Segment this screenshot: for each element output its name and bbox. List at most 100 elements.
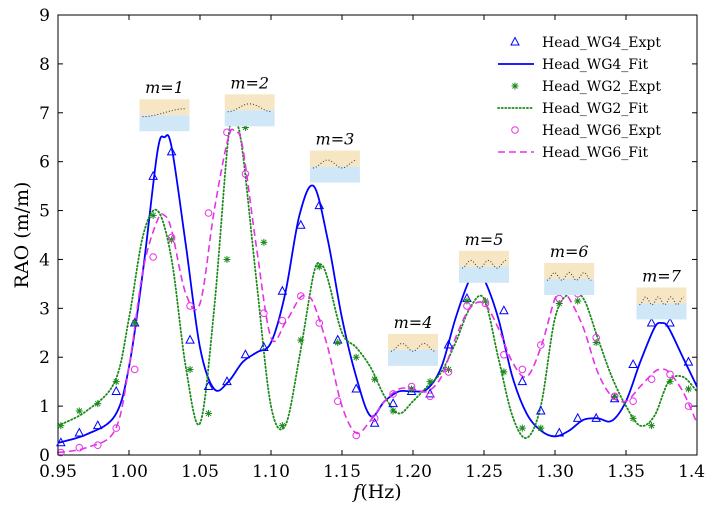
data-point <box>537 341 545 349</box>
data-point <box>408 385 416 393</box>
data-point <box>499 305 509 315</box>
data-point <box>333 397 342 406</box>
data-point <box>647 375 656 384</box>
series-head-wg4-fit <box>57 134 698 444</box>
x-tick-label: 1.35 <box>607 462 645 482</box>
data-point <box>130 365 139 374</box>
mode-annotations: m=1 m=2 m=3 m=4 m=5 m=6 m=7 <box>139 73 687 366</box>
wave-icon-water <box>224 110 275 127</box>
y-tick-label: 9 <box>39 6 50 26</box>
series-head-wg2-fit <box>57 116 698 439</box>
data-point <box>168 236 176 244</box>
plot-frame <box>57 14 698 456</box>
data-point <box>334 339 342 347</box>
mode-label: m=3 <box>316 130 355 149</box>
data-point <box>444 368 453 376</box>
x-tick-label: 0.95 <box>39 462 77 482</box>
mode-label: m=6 <box>550 242 589 261</box>
legend-label: Head_WG4_Expt <box>542 35 661 51</box>
wave-icon-surface <box>546 271 592 281</box>
series-head-wg6-expt <box>57 128 693 457</box>
data-point <box>572 412 583 422</box>
legend-entry: Head_WG2_Expt <box>511 79 661 95</box>
plot-area: m=1 m=2 m=3 m=4 m=5 m=6 m=7 0.95 1.00 1.05 1.10 1.… <box>39 6 706 482</box>
wave-icon-water <box>139 115 190 132</box>
data-point <box>426 392 434 401</box>
data-point <box>369 417 380 427</box>
data-point <box>463 297 471 305</box>
data-point <box>204 209 213 217</box>
legend-entry: Head_WG6_Expt <box>511 123 661 139</box>
wave-icon-water <box>544 279 595 295</box>
data-point <box>75 407 83 415</box>
legend-swatch <box>511 82 519 90</box>
data-point <box>297 292 305 300</box>
data-point <box>481 297 489 305</box>
series-head-wg2-expt <box>57 123 692 432</box>
wave-icon-air <box>224 94 275 111</box>
data-point <box>463 302 471 310</box>
series-line <box>57 116 698 439</box>
series-line <box>57 134 698 444</box>
data-point <box>554 427 565 437</box>
mode-annotation: m=2 <box>224 73 275 127</box>
data-point <box>295 219 306 229</box>
data-point <box>260 238 268 246</box>
mode-label: m=4 <box>394 313 433 332</box>
mode-label: m=5 <box>465 230 504 249</box>
wave-icon-surface <box>227 103 272 113</box>
data-point <box>537 424 545 432</box>
legend-label: Head_WG2_Expt <box>542 79 661 95</box>
x-tick-label: 1.25 <box>465 462 503 482</box>
wave-icon-surface <box>312 159 357 169</box>
data-point <box>426 378 434 386</box>
y-tick-label: 3 <box>39 299 50 319</box>
data-point <box>92 420 103 430</box>
data-point <box>352 353 360 361</box>
data-point <box>315 319 324 327</box>
wave-mode-icon <box>224 94 275 127</box>
data-point <box>665 317 675 327</box>
wave-icon-air <box>309 150 360 167</box>
data-point <box>297 336 305 344</box>
data-point <box>683 356 694 366</box>
data-point <box>666 370 674 379</box>
y-tick-label: 5 <box>39 202 50 222</box>
x-tick-label: 1.20 <box>394 462 432 482</box>
wave-icon-water <box>388 349 438 366</box>
data-point <box>351 383 362 393</box>
axis-ticks: 0.95 1.00 1.05 1.10 1.15 1.20 1.25 1.30 1.35 1.4 0… <box>39 6 706 482</box>
data-point <box>57 422 65 430</box>
mode-annotation: m=7 <box>636 266 687 320</box>
data-point <box>666 378 674 386</box>
y-tick-label: 6 <box>39 153 50 173</box>
data-point <box>278 316 287 325</box>
series-line <box>57 128 698 454</box>
data-point <box>500 368 508 376</box>
data-point <box>370 414 379 423</box>
data-point <box>574 297 582 305</box>
legend-swatch <box>510 36 520 46</box>
data-point <box>592 333 600 342</box>
wave-icon-air <box>388 333 438 350</box>
data-point <box>388 398 398 408</box>
mode-annotation: m=4 <box>388 313 438 366</box>
data-point <box>500 350 508 359</box>
data-point <box>185 334 195 344</box>
data-point <box>481 299 490 308</box>
x-tick-label: 1.40 <box>678 462 706 482</box>
data-point <box>148 170 158 180</box>
y-tick-label: 8 <box>39 55 50 75</box>
wave-icon-air <box>139 99 190 116</box>
wave-mode-icon <box>388 333 438 366</box>
x-tick-label: 1.10 <box>252 462 290 482</box>
data-point <box>56 437 66 447</box>
data-point <box>315 263 323 271</box>
data-point <box>186 365 194 373</box>
data-point <box>186 302 194 310</box>
mode-label: m=1 <box>145 78 184 97</box>
wave-icon-surface <box>461 259 507 269</box>
data-point <box>112 424 121 432</box>
legend-label: Head_WG6_Expt <box>542 123 661 139</box>
